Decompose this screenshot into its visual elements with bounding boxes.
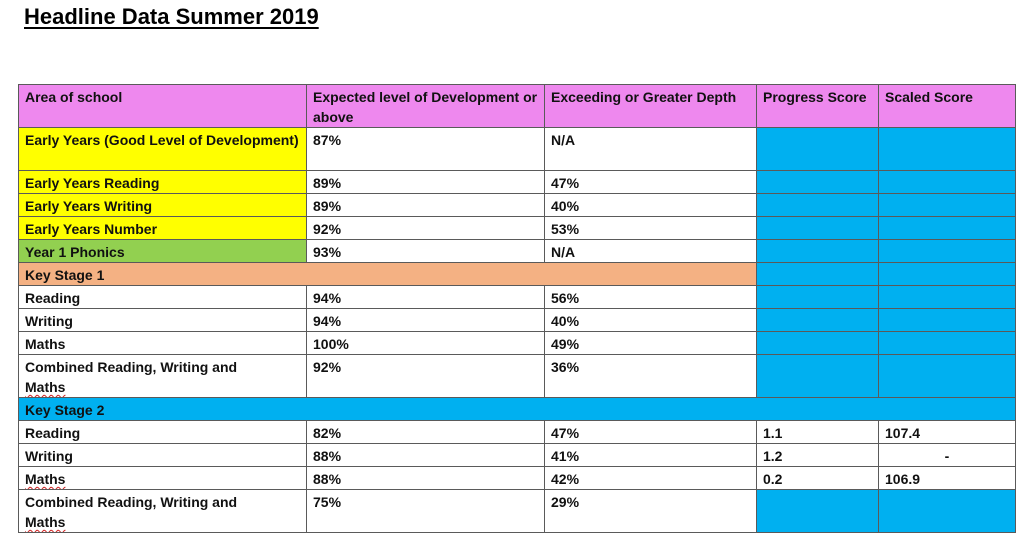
header-area: Area of school xyxy=(18,84,307,128)
empty-progress-cell xyxy=(756,489,879,533)
row-expected: 88% xyxy=(306,466,545,490)
empty-progress-cell xyxy=(756,193,879,217)
table-row: Early Years (Good Level of Development) … xyxy=(18,127,1016,171)
section-label: Key Stage 2 xyxy=(18,397,1016,421)
empty-scaled-cell xyxy=(878,127,1016,171)
row-exceeding: N/A xyxy=(544,239,757,263)
table-row: Maths 100% 49% xyxy=(18,331,1016,355)
empty-progress-cell xyxy=(756,331,879,355)
row-expected: 94% xyxy=(306,308,545,332)
section-row-ks2: Key Stage 2 xyxy=(18,397,1016,421)
empty-scaled-cell xyxy=(878,308,1016,332)
row-scaled: 107.4 xyxy=(878,420,1016,444)
header-scaled: Scaled Score xyxy=(878,84,1016,128)
row-expected: 75% xyxy=(306,489,545,533)
row-scaled: - xyxy=(878,443,1016,467)
empty-scaled-cell xyxy=(878,170,1016,194)
row-progress: 0.2 xyxy=(756,466,879,490)
table-row: Combined Reading, Writing and Maths 92% 3… xyxy=(18,354,1016,398)
row-exceeding: 49% xyxy=(544,331,757,355)
table-row: Early Years Writing 89% 40% xyxy=(18,193,1016,217)
row-area-line1: Combined Reading, Writing and xyxy=(25,494,238,510)
table-row: Reading 82% 47% 1.1 107.4 xyxy=(18,420,1016,444)
row-area: Early Years Reading xyxy=(18,170,307,194)
header-expected: Expected level of Development or above xyxy=(306,84,545,128)
row-exceeding: 40% xyxy=(544,193,757,217)
row-expected: 93% xyxy=(306,239,545,263)
row-exceeding: 47% xyxy=(544,170,757,194)
section-label: Key Stage 1 xyxy=(18,262,757,286)
table-row: Early Years Number 92% 53% xyxy=(18,216,1016,240)
row-expected: 87% xyxy=(306,127,545,171)
empty-scaled-cell xyxy=(878,354,1016,398)
empty-scaled-cell xyxy=(878,193,1016,217)
row-expected: 92% xyxy=(306,216,545,240)
table-header-row: Area of school Expected level of Develop… xyxy=(18,84,1016,128)
table-row: Reading 94% 56% xyxy=(18,285,1016,309)
empty-progress-cell xyxy=(756,127,879,171)
row-expected: 89% xyxy=(306,170,545,194)
empty-scaled-cell xyxy=(878,216,1016,240)
row-area: Early Years Number xyxy=(18,216,307,240)
table-row: Writing 94% 40% xyxy=(18,308,1016,332)
row-area: Early Years Writing xyxy=(18,193,307,217)
empty-scaled-cell xyxy=(878,285,1016,309)
row-expected: 89% xyxy=(306,193,545,217)
headline-data-table: Area of school Expected level of Develop… xyxy=(18,84,1016,533)
row-area: Combined Reading, Writing and Maths xyxy=(18,489,307,533)
row-area: Year 1 Phonics xyxy=(18,239,307,263)
section-row-ks1: Key Stage 1 xyxy=(18,262,1016,286)
row-area: Maths xyxy=(18,466,307,490)
empty-scaled-cell xyxy=(878,262,1016,286)
empty-scaled-cell xyxy=(878,489,1016,533)
row-area: Reading xyxy=(18,285,307,309)
row-scaled: 106.9 xyxy=(878,466,1016,490)
row-exceeding: 56% xyxy=(544,285,757,309)
row-exceeding: 42% xyxy=(544,466,757,490)
empty-progress-cell xyxy=(756,216,879,240)
empty-progress-cell xyxy=(756,354,879,398)
row-progress: 1.2 xyxy=(756,443,879,467)
header-progress: Progress Score xyxy=(756,84,879,128)
row-expected: 94% xyxy=(306,285,545,309)
row-area: Early Years (Good Level of Development) xyxy=(18,127,307,171)
empty-scaled-cell xyxy=(878,331,1016,355)
row-exceeding: N/A xyxy=(544,127,757,171)
row-area-line2: Maths xyxy=(25,514,66,530)
empty-progress-cell xyxy=(756,170,879,194)
row-area: Maths xyxy=(18,331,307,355)
row-area-line2: Maths xyxy=(25,379,66,395)
row-area: Writing xyxy=(18,308,307,332)
table-row: Combined Reading, Writing and Maths 75% 2… xyxy=(18,489,1016,533)
row-area: Writing xyxy=(18,443,307,467)
row-expected: 92% xyxy=(306,354,545,398)
row-exceeding: 41% xyxy=(544,443,757,467)
empty-progress-cell xyxy=(756,285,879,309)
table-row: Maths 88% 42% 0.2 106.9 xyxy=(18,466,1016,490)
row-expected: 100% xyxy=(306,331,545,355)
row-area: Combined Reading, Writing and Maths xyxy=(18,354,307,398)
row-exceeding: 29% xyxy=(544,489,757,533)
page-title: Headline Data Summer 2019 xyxy=(24,4,319,29)
table-row: Early Years Reading 89% 47% xyxy=(18,170,1016,194)
row-exceeding: 40% xyxy=(544,308,757,332)
header-exceeding: Exceeding or Greater Depth xyxy=(544,84,757,128)
empty-progress-cell xyxy=(756,262,879,286)
table-row: Year 1 Phonics 93% N/A xyxy=(18,239,1016,263)
empty-scaled-cell xyxy=(878,239,1016,263)
row-progress: 1.1 xyxy=(756,420,879,444)
table-row: Writing 88% 41% 1.2 - xyxy=(18,443,1016,467)
row-area-line1: Combined Reading, Writing and xyxy=(25,359,238,375)
row-expected: 82% xyxy=(306,420,545,444)
empty-progress-cell xyxy=(756,239,879,263)
row-area-text: Maths xyxy=(25,471,66,487)
row-expected: 88% xyxy=(306,443,545,467)
empty-progress-cell xyxy=(756,308,879,332)
row-exceeding: 53% xyxy=(544,216,757,240)
row-exceeding: 36% xyxy=(544,354,757,398)
row-exceeding: 47% xyxy=(544,420,757,444)
row-area: Reading xyxy=(18,420,307,444)
